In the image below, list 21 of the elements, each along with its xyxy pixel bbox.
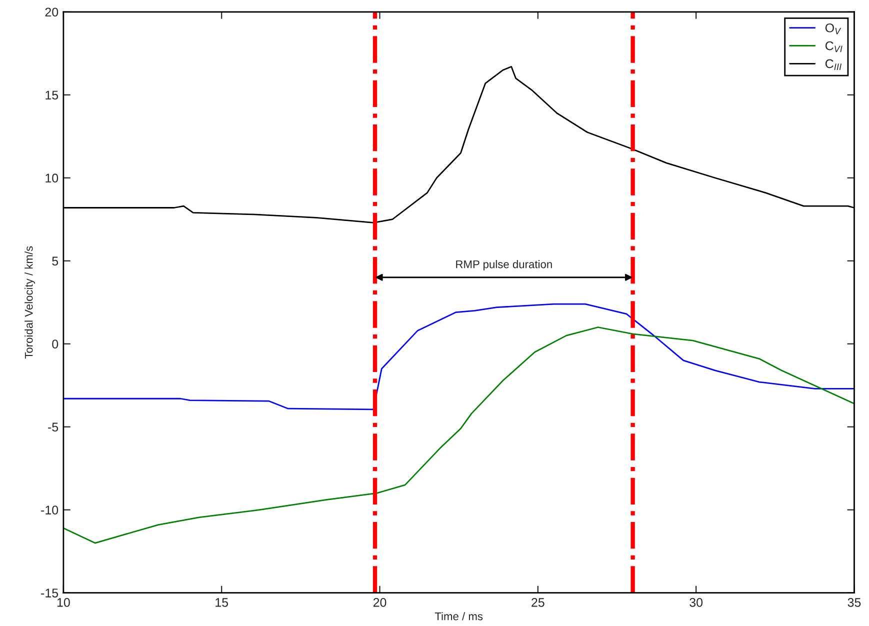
line-series <box>63 303 854 410</box>
annotation: RMP pulse duration <box>456 260 552 270</box>
legend-label: C$_{III}$ <box>825 59 842 70</box>
x-axis-title: Time / ms <box>434 612 483 620</box>
y-tick-label: -10 <box>41 506 58 514</box>
y-tick-label: 15 <box>46 90 58 100</box>
y-tick-label: 5 <box>52 256 58 266</box>
line-series <box>63 326 854 544</box>
y-tick-label: -5 <box>48 422 58 432</box>
y-tick-label: -15 <box>41 588 58 598</box>
x-tick-label: 25 <box>532 598 544 607</box>
x-tick-label: 20 <box>373 598 386 607</box>
x-tick-label: 15 <box>216 598 228 607</box>
y-tick-label: 0 <box>52 340 58 349</box>
y-tick-label: 20 <box>45 8 58 17</box>
legend-label: O$_{V}$ <box>825 23 842 34</box>
y-axis-title: Toroidal Velocity / km/s <box>24 246 35 359</box>
x-tick-label: 30 <box>690 598 703 607</box>
y-tick-label: 10 <box>46 174 58 183</box>
x-tick-label: 35 <box>848 598 861 607</box>
legend-label: C$_{VI}$ <box>825 41 842 52</box>
